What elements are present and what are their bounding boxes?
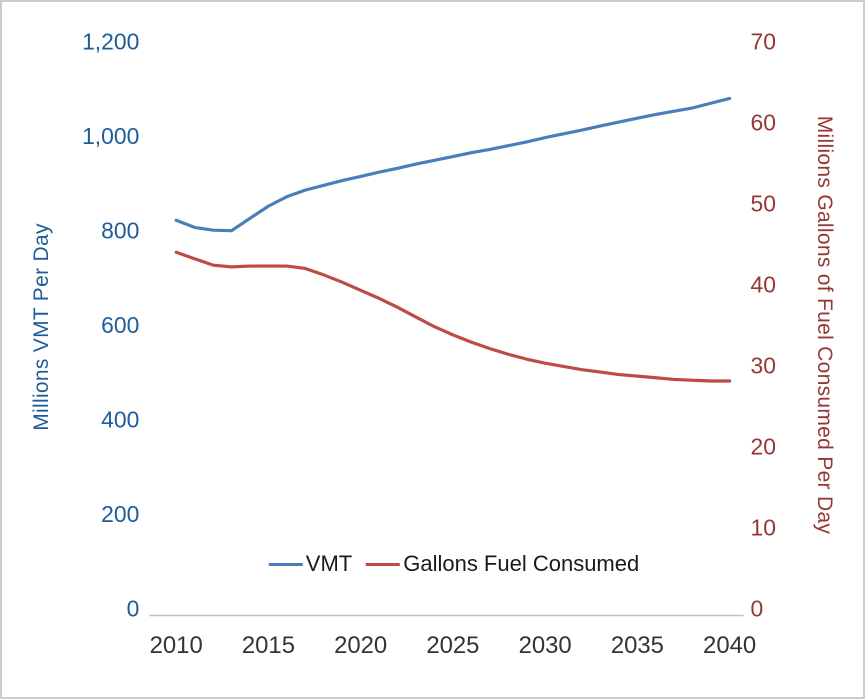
left-axis-tick: 0 [127,595,140,621]
left-axis-tick: 200 [101,501,139,527]
x-axis-tick: 2020 [334,632,387,659]
vmt-line [174,96,732,233]
gallons-fuel-consumed-line [174,250,732,383]
right-axis-tick: 10 [751,515,776,541]
right-axis-title: Millions Gallons of Fuel Consumed Per Da… [813,115,836,535]
x-axis-tick: 2010 [150,632,203,659]
x-axis-tick: 2025 [426,632,479,659]
x-axis-tick: 2030 [519,632,572,659]
right-axis-tick: 50 [751,191,776,217]
legend: VMT Gallons Fuel Consumed [268,551,639,577]
legend-item-vmt: VMT [268,551,353,577]
right-axis-tick: 30 [751,353,776,379]
right-axis-tick: 20 [751,434,776,460]
left-axis-tick: 400 [101,407,139,433]
gallons-legend-label: Gallons Fuel Consumed [403,551,640,576]
right-axis-tick: 40 [751,272,776,298]
right-axis-tick: 70 [751,29,776,55]
vmt-legend-label: VMT [305,551,353,576]
x-axis-tick: 2035 [611,632,664,659]
left-axis-tick: 800 [101,218,139,244]
left-axis-tick: 600 [101,312,139,338]
right-axis-tick: 60 [751,110,776,136]
gallons-line-swatch [366,562,401,566]
x-axis-tick: 2040 [703,632,756,659]
right-axis-tick: 0 [751,595,764,621]
left-axis-title: Millions VMT Per Day [30,223,53,431]
legend-item-gallons: Gallons Fuel Consumed [366,551,639,577]
left-axis-tick: 1,200 [82,29,139,55]
vmt-line-swatch [268,562,303,566]
left-axis-tick: 1,000 [82,123,139,149]
x-axis-tick: 2015 [242,632,295,659]
